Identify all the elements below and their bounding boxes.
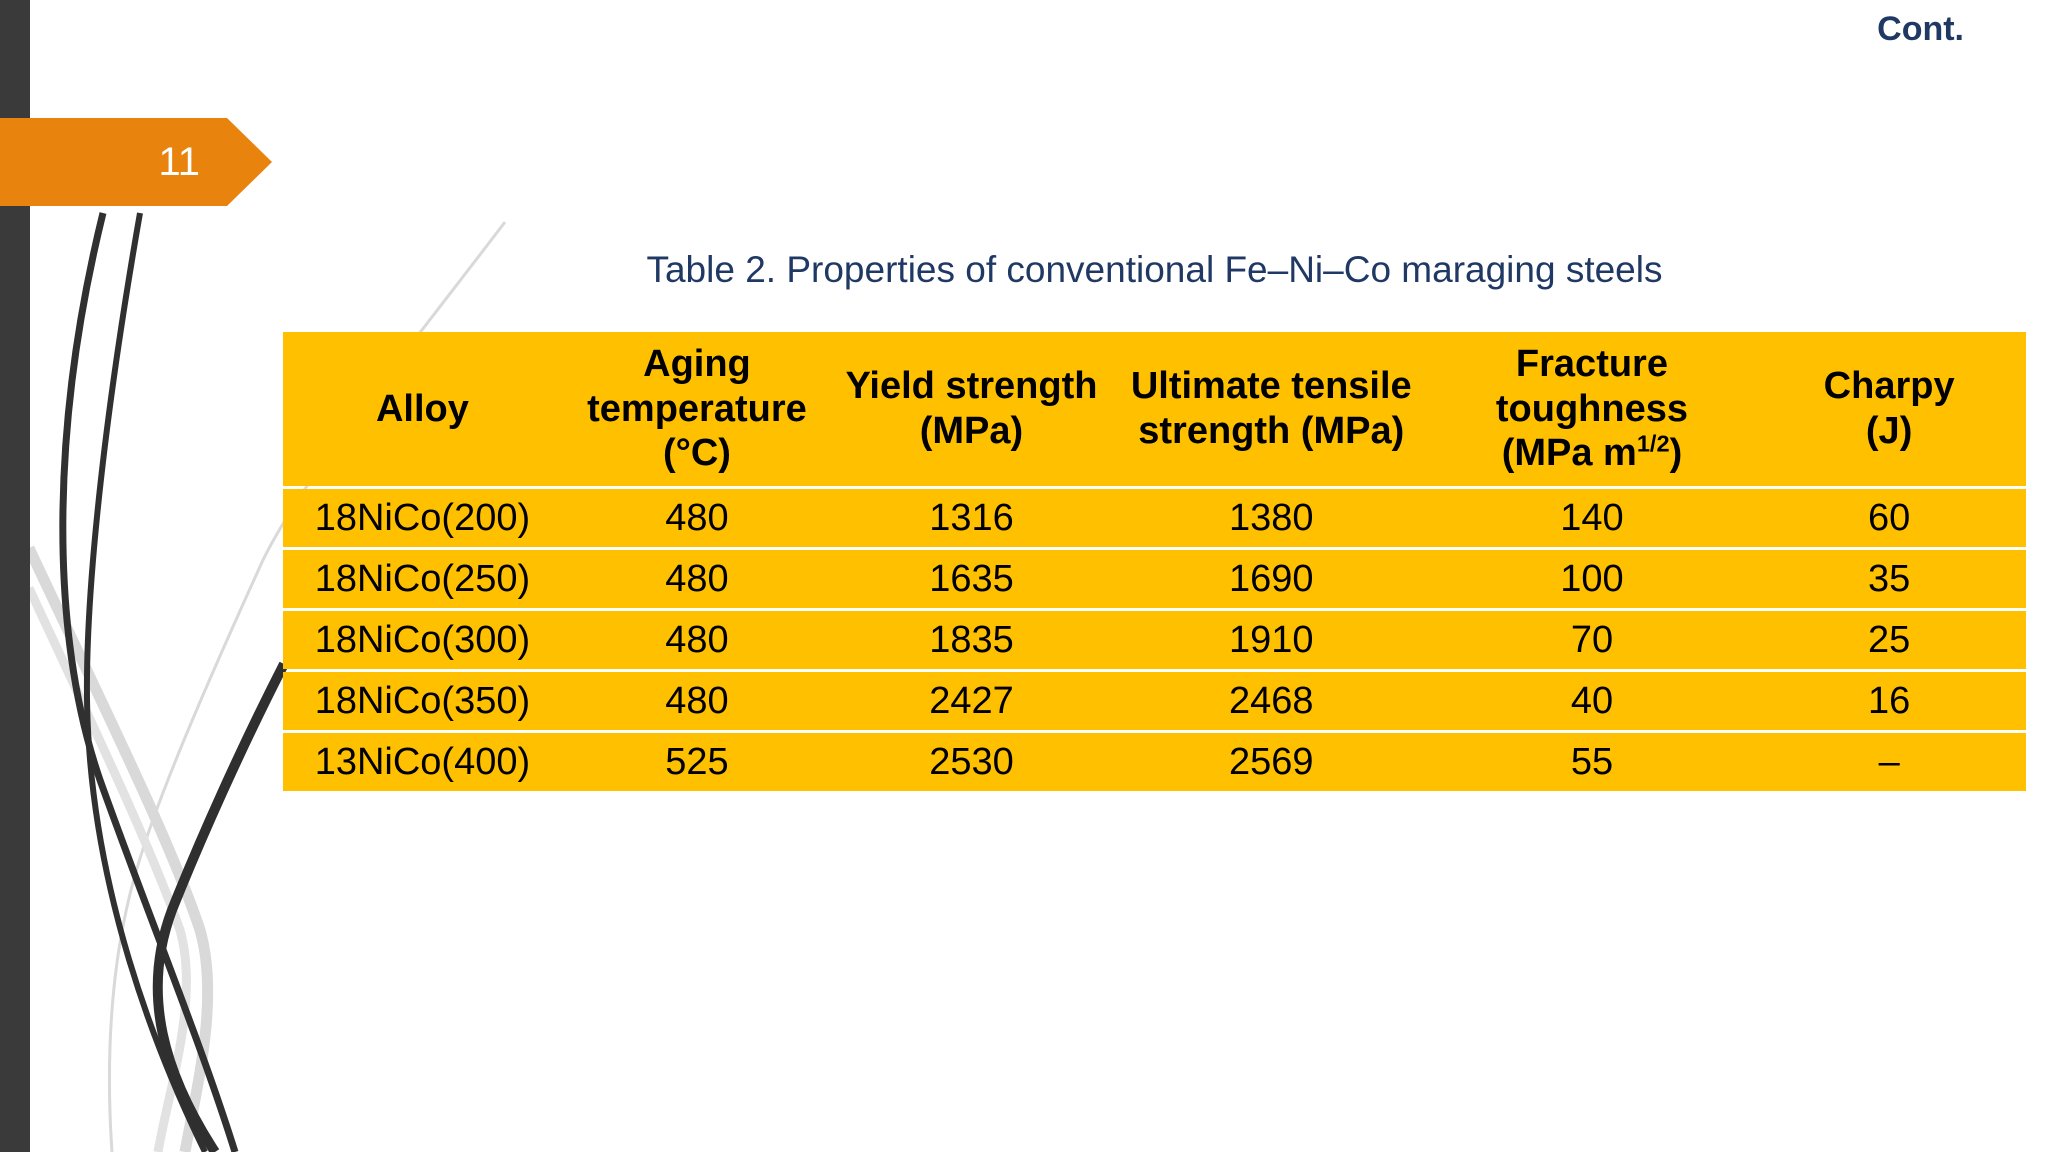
header-ultimate-tensile-strength: Ultimate tensile strength (MPa) [1130, 365, 1412, 452]
table-row: 18NiCo(250) 480 1635 1690 100 35 [283, 550, 2026, 608]
continued-label: Cont. [1877, 10, 1964, 48]
cell-aging-temp: 480 [665, 496, 729, 539]
header-aging-temperature: Aging temperature (°C) [587, 342, 807, 475]
curve-dark-2 [83, 212, 208, 1152]
cell-charpy: – [1878, 740, 1900, 783]
cell-aging-temp: 480 [665, 679, 729, 722]
slide-title: Table 2. Properties of conventional Fe–N… [646, 249, 1663, 290]
cell-fracture-toughness: 140 [1560, 496, 1624, 539]
cell-alloy: 18NiCo(300) [314, 618, 531, 661]
cell-uts: 1690 [1228, 557, 1314, 600]
cell-yield-strength: 2427 [929, 679, 1014, 722]
cell-uts: 1910 [1228, 618, 1314, 661]
header-fracture-toughness: Fracture toughness (MPa m1/2) [1495, 342, 1689, 475]
cell-alloy: 18NiCo(250) [314, 557, 531, 600]
header-charpy: Charpy (J) [1823, 365, 1955, 452]
cell-aging-temp: 525 [665, 740, 729, 783]
cell-uts: 1380 [1228, 496, 1314, 539]
cell-yield-strength: 1835 [929, 618, 1014, 661]
superscript-one-half: 1/2 [1636, 430, 1670, 457]
cell-charpy: 60 [1867, 496, 1911, 539]
header-alloy: Alloy [375, 387, 469, 430]
cell-uts: 2569 [1228, 740, 1314, 783]
cell-aging-temp: 480 [665, 618, 729, 661]
cell-fracture-toughness: 70 [1570, 618, 1614, 661]
curve-dark-thick [152, 661, 289, 1152]
cell-charpy: 35 [1867, 557, 1911, 600]
cell-charpy: 16 [1867, 679, 1911, 722]
cell-fracture-toughness: 100 [1560, 557, 1624, 600]
cell-alloy: 18NiCo(200) [314, 496, 531, 539]
cell-fracture-toughness: 40 [1570, 679, 1614, 722]
page-number-arrow: 11 [0, 118, 272, 206]
table-header-row: Alloy Aging temperature (°C) Yield stren… [283, 332, 2026, 486]
table-row: 18NiCo(300) 480 1835 1910 70 25 [283, 611, 2026, 669]
cell-charpy: 25 [1867, 618, 1911, 661]
properties-table: Alloy Aging temperature (°C) Yield stren… [283, 332, 2026, 791]
table-row: 18NiCo(350) 480 2427 2468 40 16 [283, 672, 2026, 730]
cell-yield-strength: 1316 [929, 496, 1014, 539]
table-row: 18NiCo(200) 480 1316 1380 140 60 [283, 489, 2026, 547]
header-yield-strength: Yield strength (MPa) [845, 365, 1098, 452]
cell-alloy: 18NiCo(350) [314, 679, 531, 722]
cell-fracture-toughness: 55 [1570, 740, 1614, 783]
cell-aging-temp: 480 [665, 557, 729, 600]
cell-yield-strength: 2530 [929, 740, 1014, 783]
cell-alloy: 13NiCo(400) [314, 740, 531, 783]
page-number: 11 [158, 140, 200, 184]
cell-yield-strength: 1635 [929, 557, 1014, 600]
table-row: 13NiCo(400) 525 2530 2569 55 – [283, 733, 2026, 791]
cell-uts: 2468 [1228, 679, 1314, 722]
